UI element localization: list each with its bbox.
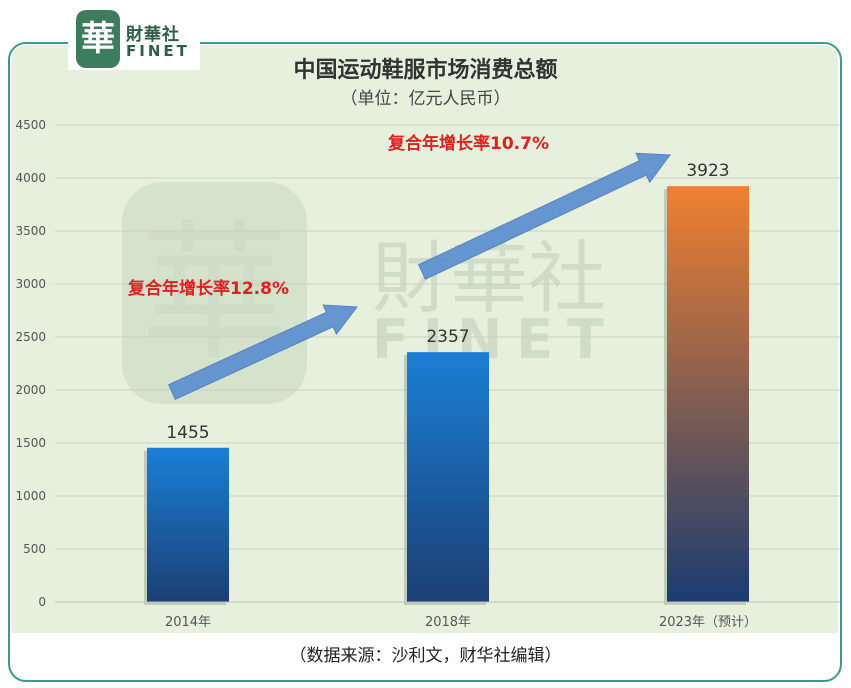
y-tick-label: 1500: [15, 436, 46, 450]
growth-arrows: 复合年增长率12.8% 复合年增长率10.7%: [127, 133, 671, 400]
growth-arrow-2: [417, 152, 671, 280]
finet-logo: 華 財華社 FINET: [68, 8, 200, 70]
bar: [667, 186, 749, 603]
bar-value-label: 3923: [686, 161, 729, 181]
bar-value-label: 1455: [166, 423, 209, 443]
y-tick-label: 3000: [15, 277, 46, 291]
x-category-label: 2018年: [425, 615, 471, 630]
y-tick-label: 0: [38, 595, 46, 609]
x-axis: 2014年 2018年 2023年（预计）: [55, 601, 840, 630]
y-tick-label: 4500: [15, 118, 46, 132]
growth-arrow-1: [168, 304, 358, 400]
bar: [407, 352, 489, 602]
y-tick-label: 2000: [15, 383, 46, 397]
chart-subtitle: （单位：亿元人民币）: [340, 89, 511, 109]
y-tick-label: 3500: [15, 224, 46, 238]
logo-mark-icon: 華: [76, 10, 120, 68]
x-category-label: 2014年: [165, 615, 211, 630]
y-tick-label: 500: [23, 542, 46, 556]
growth-rate-label: 复合年增长率12.8%: [127, 278, 289, 299]
bar-value-label: 2357: [426, 327, 469, 347]
y-tick-label: 2500: [15, 330, 46, 344]
y-axis: 0 500 1000 1500 2000 2500 3000 3500 4000 4500: [15, 118, 46, 609]
logo-chinese-name: 財華社: [126, 25, 180, 45]
source-note: （数据来源：沙利文，财华社编辑）: [289, 646, 562, 666]
logo-english-name: FINET: [126, 42, 190, 60]
chart-title: 中国运动鞋服市场消费总额: [293, 57, 558, 83]
y-tick-label: 4000: [15, 171, 46, 185]
x-category-label: 2023年（预计）: [659, 615, 757, 630]
bars: 1455 2357 3923: [144, 161, 749, 606]
y-tick-label: 1000: [15, 489, 46, 503]
growth-rate-label: 复合年增长率10.7%: [387, 133, 549, 154]
bar: [147, 447, 229, 602]
